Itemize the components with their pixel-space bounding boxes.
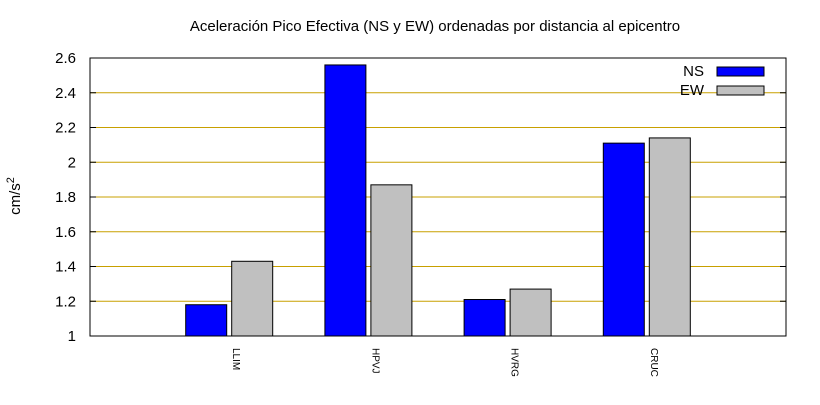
y-tick-label: 2.4 [55,85,76,102]
bar-ns-llim [185,304,228,337]
bar-ew-cruc [648,137,691,337]
legend-swatch [716,66,765,77]
y-tick-label: 2.2 [55,120,76,137]
x-tick-label: LLIM [230,348,241,370]
legend-swatch [716,85,765,96]
x-tick-label: CRUC [648,348,659,377]
y-axis-label: cm/s2 [5,177,24,215]
y-axis-label-text: cm/s [7,183,24,215]
legend: NS EW [680,63,765,99]
y-tick-label: 1.4 [55,259,76,276]
bar-ns-cruc [602,142,645,337]
chart-title: Aceleración Pico Efectiva (NS y EW) orde… [190,18,680,35]
x-axis-labels: LLIM HPVJ HVRG CRUC [230,348,659,377]
legend-label: NS [683,63,704,80]
y-tick-label: 2.6 [55,50,76,67]
y-tick-label: 2 [68,154,76,171]
y-axis-ticks: 1 1.2 1.4 1.6 1.8 2 2.2 2.4 2.6 [55,50,786,345]
y-axis-label-superscript: 2 [5,177,17,183]
x-tick-label: HVRG [509,348,520,377]
grid-lines [90,92,786,302]
bar-ew-llim [231,260,274,337]
bar-ew-hpvj [370,184,413,337]
bars [185,64,691,337]
y-tick-label: 1.8 [55,189,76,206]
y-tick-label: 1.6 [55,224,76,241]
y-tick-label: 1 [68,328,76,345]
bar-ns-hpvj [324,64,367,337]
x-tick-label: HPVJ [369,348,380,374]
bar-ew-hvrg [509,288,552,337]
bar-ns-hvrg [463,299,506,337]
y-tick-label: 1.2 [55,293,76,310]
legend-label: EW [680,82,705,99]
